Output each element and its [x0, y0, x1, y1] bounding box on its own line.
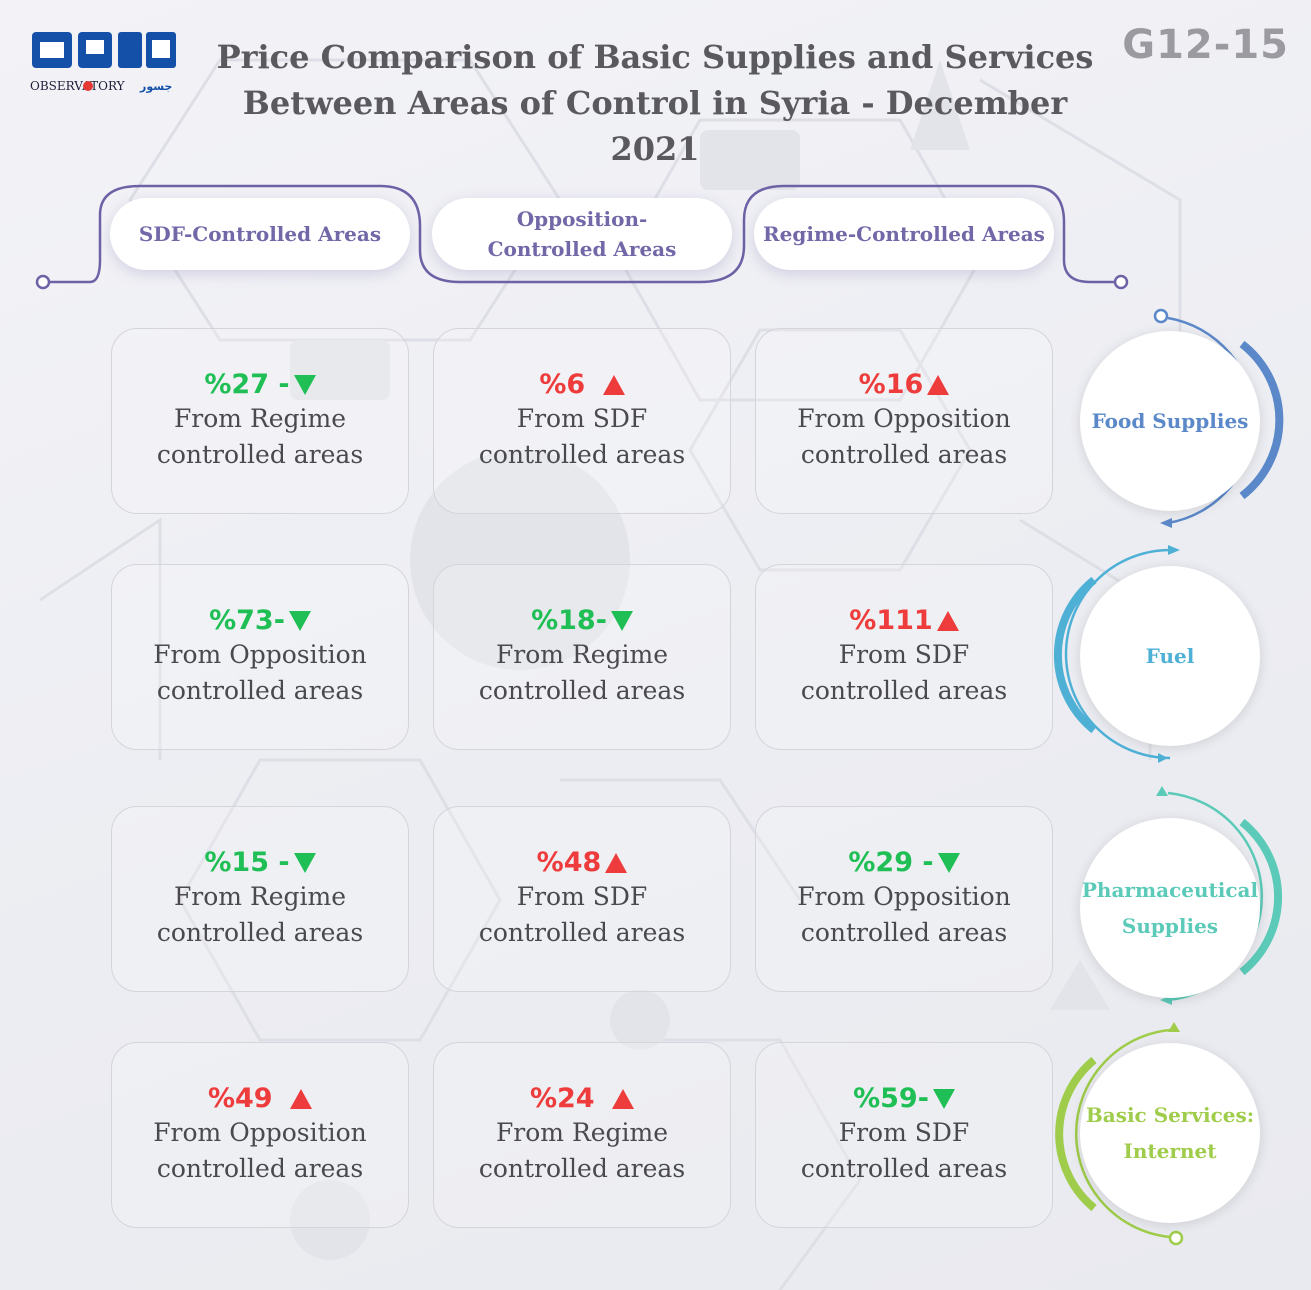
comparison-suffix: controlled areas — [478, 676, 686, 705]
column-header-sdf: SDF-Controlled Areas — [110, 198, 410, 270]
percent-change: %29 - — [848, 847, 960, 879]
cell-internet-sdf: %49 From Opposition controlled areas — [111, 1042, 409, 1228]
comparison-suffix: controlled areas — [156, 440, 364, 469]
down-arrow-icon — [932, 1089, 955, 1109]
cell-fuel-opposition: %18- From Regime controlled areas — [433, 564, 731, 750]
up-arrow-icon — [612, 1089, 635, 1109]
cell-pharma-regime: %29 - From Opposition controlled areas — [755, 806, 1053, 992]
down-arrow-icon — [293, 375, 316, 395]
comparison-suffix: controlled areas — [156, 1154, 364, 1183]
up-arrow-icon — [290, 1089, 313, 1109]
percent-change: %18- — [531, 605, 633, 637]
down-arrow-icon — [937, 853, 960, 873]
comparison-source: From SDF — [516, 404, 648, 433]
comparison-source: From Regime — [495, 1118, 669, 1147]
row-label-basic-services-internet: Basic Services: Internet — [1080, 1043, 1260, 1223]
comparison-source: From Regime — [495, 640, 669, 669]
row-label-text: Basic Services: Internet — [1085, 1103, 1255, 1163]
column-header-label: Regime-Controlled Areas — [763, 222, 1045, 246]
column-header-regime: Regime-Controlled Areas — [754, 198, 1054, 270]
row-label-text: Fuel — [1145, 644, 1195, 668]
row-label-fuel: Fuel — [1080, 566, 1260, 746]
cell-food-sdf: %27 - From Regime controlled areas — [111, 328, 409, 514]
svg-text:OBSERVATORY: OBSERVATORY — [30, 79, 126, 93]
comparison-suffix: controlled areas — [800, 440, 1008, 469]
percent-change: %49 — [208, 1083, 313, 1115]
column-header-label: SDF-Controlled Areas — [138, 222, 382, 246]
comparison-source: From Opposition — [797, 404, 1011, 433]
comparison-source: From Opposition — [797, 882, 1011, 911]
comparison-suffix: controlled areas — [478, 1154, 686, 1183]
percent-change: %59- — [853, 1083, 955, 1115]
svg-text:جسور: جسور — [139, 80, 172, 93]
page-title: Price Comparison of Basic Supplies and S… — [216, 38, 1094, 168]
comparison-source: From Regime — [173, 882, 347, 911]
comparison-source: From SDF — [838, 640, 970, 669]
comparison-suffix: controlled areas — [156, 676, 364, 705]
column-header-label: Opposition-Controlled Areas — [487, 207, 677, 261]
comparison-source: From SDF — [838, 1118, 970, 1147]
percent-change: %48 — [537, 847, 628, 879]
cell-fuel-sdf: %73- From Opposition controlled areas — [111, 564, 409, 750]
down-arrow-icon — [288, 611, 311, 631]
comparison-source: From SDF — [516, 882, 648, 911]
cell-pharma-opposition: %48 From SDF controlled areas — [433, 806, 731, 992]
up-arrow-icon — [605, 853, 628, 873]
cell-food-opposition: %6 From SDF controlled areas — [433, 328, 731, 514]
comparison-suffix: controlled areas — [800, 1154, 1008, 1183]
percent-change: %15 - — [204, 847, 316, 879]
comparison-suffix: controlled areas — [478, 440, 686, 469]
comparison-source: From Opposition — [153, 1118, 367, 1147]
row-label-text: Food Supplies — [1091, 409, 1249, 433]
down-arrow-icon — [610, 611, 633, 631]
comparison-suffix: controlled areas — [156, 918, 364, 947]
percent-change: %73- — [209, 605, 311, 637]
cell-internet-opposition: %24 From Regime controlled areas — [433, 1042, 731, 1228]
cell-pharma-sdf: %15 - From Regime controlled areas — [111, 806, 409, 992]
up-arrow-icon — [936, 611, 959, 631]
percent-change: %16 — [859, 369, 950, 401]
comparison-source: From Regime — [173, 404, 347, 433]
report-code: G12-15 — [1122, 22, 1289, 68]
percent-change: %111 — [849, 605, 959, 637]
comparison-suffix: controlled areas — [478, 918, 686, 947]
observatory-logo: OBSERVATORY جسور — [30, 32, 176, 93]
column-header-opposition: Opposition-Controlled Areas — [432, 198, 732, 270]
row-label-text: Pharmaceutical Supplies — [1081, 878, 1259, 938]
percent-change: %6 — [539, 369, 625, 401]
up-arrow-icon — [602, 375, 625, 395]
down-arrow-icon — [293, 853, 316, 873]
up-arrow-icon — [927, 375, 950, 395]
percent-change: %24 — [530, 1083, 635, 1115]
comparison-source: From Opposition — [153, 640, 367, 669]
percent-change: %27 - — [204, 369, 316, 401]
cell-internet-regime: %59- From SDF controlled areas — [755, 1042, 1053, 1228]
comparison-suffix: controlled areas — [800, 918, 1008, 947]
comparison-suffix: controlled areas — [800, 676, 1008, 705]
cell-fuel-regime: %111 From SDF controlled areas — [755, 564, 1053, 750]
row-label-pharmaceutical-supplies: Pharmaceutical Supplies — [1080, 818, 1260, 998]
row-label-food-supplies: Food Supplies — [1080, 331, 1260, 511]
cell-food-regime: %16 From Opposition controlled areas — [755, 328, 1053, 514]
